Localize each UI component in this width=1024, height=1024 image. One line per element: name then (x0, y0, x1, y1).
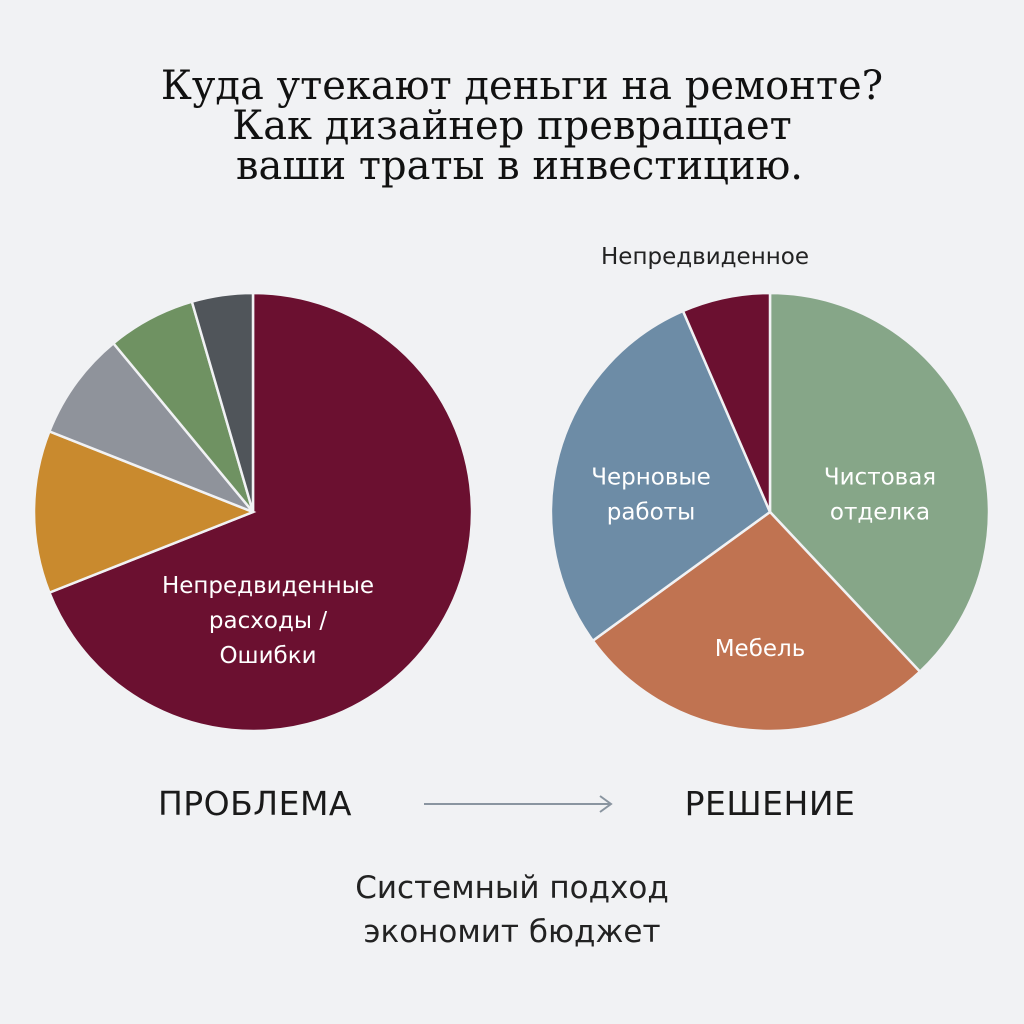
solution-slice-2 (549, 309, 772, 643)
solution-slice-0 (768, 291, 991, 674)
problem-slice-1 (32, 429, 257, 595)
problem-slice-0 (47, 291, 474, 733)
footer-line-1: Системный подход (355, 870, 669, 906)
title-line-2: Как дизайнер превращает (232, 103, 792, 149)
problem-slice-4 (190, 291, 255, 513)
footer-line-2: экономит бюджет (363, 914, 661, 950)
solution-slice-1 (591, 510, 922, 733)
solution-slice-3 (681, 291, 772, 513)
pie-chart-solution: Чистовая отделка Мебель Черновые работы (549, 291, 991, 733)
solution-slice-label-0: Чистовая отделка (824, 465, 936, 526)
caption-problem: ПРОБЛЕМА (157, 784, 353, 823)
chart-title: Куда утекают деньги на ремонте? Как диза… (0, 66, 1024, 186)
title-line-1: Куда утекают деньги на ремонте? (160, 63, 884, 109)
solution-slice-label-1: Мебель (715, 636, 806, 662)
solution-slice-label-2: Черновые работы (591, 465, 711, 526)
pie-chart-problem: Непредвиденные расходы / Ошибки (32, 291, 474, 733)
title-line-3: ваши траты в инвестицию. (235, 143, 804, 189)
arrow-right-icon (424, 795, 613, 813)
problem-slice-label-0: Непредвиденные расходы / Ошибки (162, 573, 374, 669)
problem-slice-2 (47, 341, 254, 514)
caption-solution: РЕШЕНИЕ (684, 784, 856, 823)
slice-label-unforeseen: Непредвиденное (601, 244, 809, 270)
footer-text: Системный подход экономит бюджет (0, 866, 1024, 954)
